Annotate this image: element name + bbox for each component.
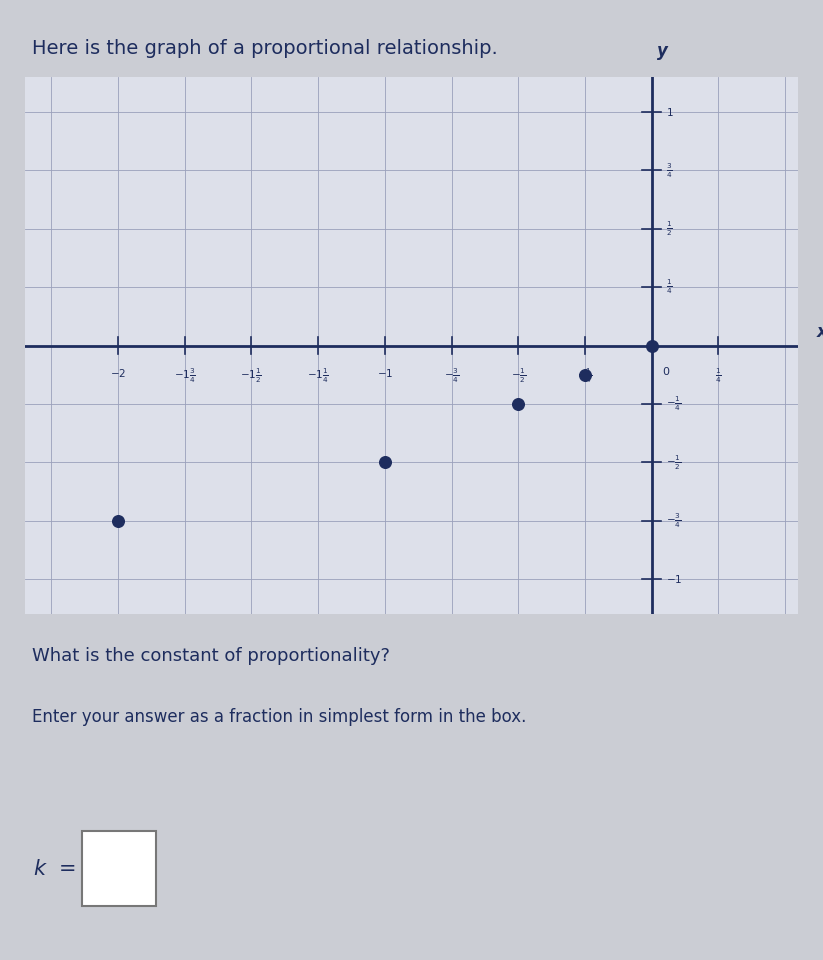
Text: $1$: $1$: [667, 106, 674, 118]
Text: $-1$: $-1$: [667, 573, 682, 586]
Text: $-\frac{1}{2}$: $-\frac{1}{2}$: [667, 453, 681, 471]
Text: $-\frac{1}{2}$: $-\frac{1}{2}$: [510, 367, 526, 385]
Text: y: y: [657, 42, 667, 60]
Text: Here is the graph of a proportional relationship.: Here is the graph of a proportional rela…: [32, 38, 498, 58]
Text: What is the constant of proportionality?: What is the constant of proportionality?: [32, 647, 390, 665]
Text: Enter your answer as a fraction in simplest form in the box.: Enter your answer as a fraction in simpl…: [32, 708, 527, 727]
Point: [111, 514, 124, 529]
Text: $\frac{1}{4}$: $\frac{1}{4}$: [667, 278, 673, 297]
Text: $-\frac{1}{4}$: $-\frac{1}{4}$: [577, 367, 593, 385]
Text: $-\frac{1}{4}$: $-\frac{1}{4}$: [667, 395, 681, 413]
Text: $\frac{1}{2}$: $\frac{1}{2}$: [667, 220, 673, 238]
Point: [579, 367, 592, 382]
Text: $-2$: $-2$: [110, 367, 126, 378]
Text: $-1\frac{3}{4}$: $-1\frac{3}{4}$: [174, 367, 196, 385]
Text: $-1$: $-1$: [377, 367, 393, 378]
Text: 0: 0: [663, 367, 669, 376]
Text: $-1\frac{1}{2}$: $-1\frac{1}{2}$: [240, 367, 263, 385]
Text: $-\frac{3}{4}$: $-\frac{3}{4}$: [444, 367, 459, 385]
Point: [645, 338, 658, 353]
Point: [512, 396, 525, 412]
Text: $k$  =: $k$ =: [33, 859, 76, 878]
Text: x: x: [817, 323, 823, 341]
Point: [379, 455, 392, 470]
Text: $-\frac{3}{4}$: $-\frac{3}{4}$: [667, 512, 681, 530]
FancyBboxPatch shape: [82, 831, 156, 906]
Text: $-1\frac{1}{4}$: $-1\frac{1}{4}$: [307, 367, 329, 385]
Text: $\frac{1}{4}$: $\frac{1}{4}$: [715, 367, 722, 385]
Text: $\frac{3}{4}$: $\frac{3}{4}$: [667, 161, 673, 180]
